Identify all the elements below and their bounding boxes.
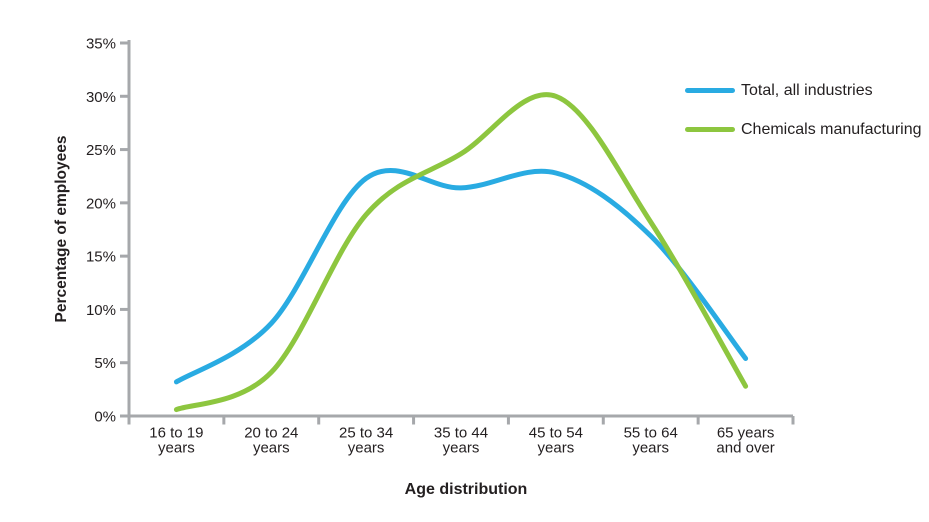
x-category-label: and over — [716, 440, 774, 457]
x-category-label: 45 to 54 — [529, 425, 583, 442]
legend-swatch-chemicals-manufacturing — [685, 127, 735, 132]
series-line-total-all-industries — [173, 167, 749, 385]
x-axis-title: Age distribution — [404, 481, 528, 498]
legend-label-total-all-industries: Total, all industries — [741, 81, 873, 99]
x-category-label: years — [253, 440, 290, 457]
y-tick-label: 30% — [86, 89, 116, 106]
y-tick-label: 35% — [86, 36, 116, 53]
x-category-label: years — [538, 440, 575, 457]
x-category-label: years — [443, 440, 480, 457]
x-category-label: 35 to 44 — [434, 425, 488, 442]
x-category-label: 65 years — [717, 425, 775, 442]
y-tick-label: 15% — [86, 249, 116, 266]
x-category-label: 20 to 24 — [244, 425, 298, 442]
x-category-label: 16 to 19 — [149, 425, 203, 442]
legend-swatch-total-all-industries — [685, 88, 735, 93]
legend-item-chemicals-manufacturing: Chemicals manufacturing — [685, 119, 922, 140]
series-line-chemicals-manufacturing — [173, 92, 749, 413]
y-tick-label: 0% — [94, 409, 116, 426]
x-category-label: 55 to 64 — [624, 425, 678, 442]
y-tick-label: 25% — [86, 142, 116, 159]
y-axis-title: Percentage of employees — [53, 135, 70, 323]
legend-item-total-all-industries: Total, all industries — [685, 80, 922, 101]
x-category-label: years — [158, 440, 195, 457]
y-tick-label: 20% — [86, 195, 116, 212]
x-category-label: years — [632, 440, 669, 457]
legend-label-chemicals-manufacturing: Chemicals manufacturing — [741, 120, 922, 138]
y-tick-label: 10% — [86, 302, 116, 319]
y-tick-label: 5% — [94, 355, 116, 372]
x-category-label: years — [348, 440, 385, 457]
legend: Total, all industries Chemicals manufact… — [685, 80, 922, 140]
x-category-label: 25 to 34 — [339, 425, 393, 442]
